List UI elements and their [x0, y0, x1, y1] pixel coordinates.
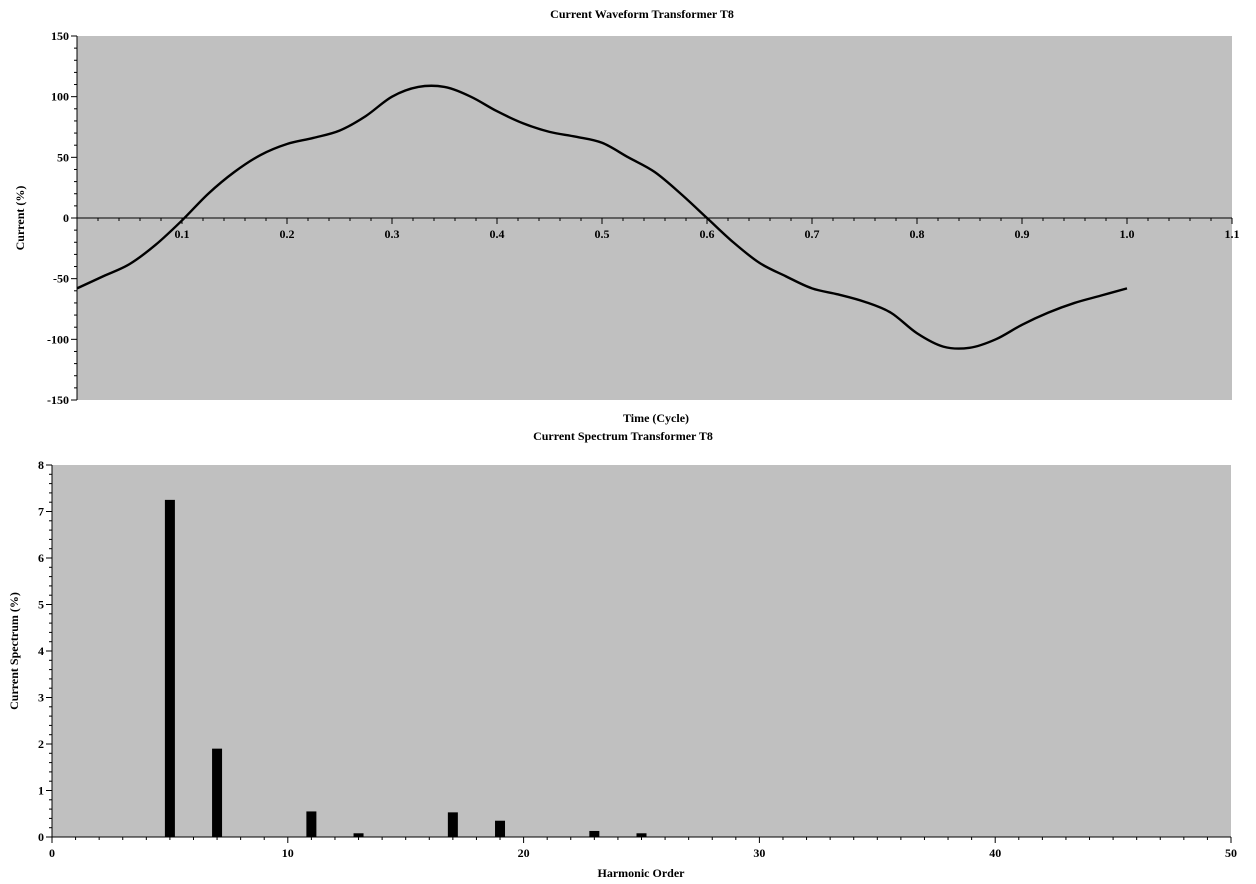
- waveform-y-tick-label: 0: [63, 211, 69, 225]
- spectrum-y-axis: 8 7 6 5 4 3 2 1 0: [38, 458, 53, 844]
- spectrum-bar-h17: [447, 812, 458, 837]
- waveform-x-tick-label: 0.4: [490, 227, 505, 241]
- spectrum-x-tick-label: 50: [1225, 846, 1237, 860]
- waveform-y-tick-label: 50: [57, 150, 69, 164]
- spectrum-plot-area: [52, 465, 1231, 837]
- spectrum-x-tick-label: 10: [282, 846, 294, 860]
- spectrum-bar-h19: [495, 820, 506, 837]
- spectrum-y-tick-label: 7: [38, 505, 44, 519]
- waveform-x-tick-label: 0.3: [385, 227, 400, 241]
- spectrum-y-tick-label: 3: [38, 691, 44, 705]
- waveform-x-axis: 0.1 0.2 0.3 0.4 0.5 0.6 0.7 0.8 0.9 1.0 1.1: [76, 217, 1240, 241]
- waveform-y-tick-label: 150: [51, 29, 69, 43]
- spectrum-bar-h13: [353, 833, 364, 837]
- spectrum-bar-h5: [164, 499, 175, 837]
- spectrum-y-tick-label: 1: [38, 784, 44, 798]
- spectrum-bar-h11: [306, 811, 317, 837]
- spectrum-x-tick-label: 40: [989, 846, 1001, 860]
- waveform-x-tick-label: 0.9: [1015, 227, 1030, 241]
- spectrum-bar-h23: [589, 830, 600, 837]
- waveform-y-tick-label: -50: [53, 272, 69, 286]
- waveform-y-label: Current (%): [13, 186, 27, 251]
- waveform-x-tick-label: 1.1: [1225, 227, 1240, 241]
- waveform-x-tick-label: 0.8: [910, 227, 925, 241]
- waveform-series: [76, 84, 1128, 350]
- spectrum-x-tick-label: 20: [518, 846, 530, 860]
- waveform-x-tick-label: 0.7: [805, 227, 820, 241]
- spectrum-y-tick-label: 6: [38, 551, 44, 565]
- spectrum-x-label: Harmonic Order: [598, 866, 686, 880]
- waveform-title: Current Waveform Transformer T8: [550, 7, 734, 21]
- spectrum-y-tick-label: 0: [38, 830, 44, 844]
- spectrum-bars: [164, 499, 647, 837]
- waveform-x-tick-label: 0.2: [280, 227, 295, 241]
- spectrum-y-label: Current Spectrum (%): [7, 592, 21, 710]
- spectrum-y-tick-label: 4: [38, 644, 44, 658]
- spectrum-y-tick-label: 5: [38, 598, 44, 612]
- spectrum-bar-h25: [636, 833, 647, 837]
- spectrum-x-tick-label: 0: [49, 846, 55, 860]
- waveform-series-line: [76, 84, 1128, 350]
- waveform-y-axis: 150 100 50 0 -50 -100 -150: [47, 29, 78, 407]
- waveform-x-tick-label: 1.0: [1120, 227, 1135, 241]
- spectrum-y-tick-label: 2: [38, 737, 44, 751]
- waveform-x-tick-label: 0.5: [595, 227, 610, 241]
- spectrum-title: Current Spectrum Transformer T8: [533, 429, 713, 443]
- waveform-y-tick-label: 100: [51, 90, 69, 104]
- spectrum-chart: Current Spectrum Transformer T8 8 7 6 5 4 3 2 1…: [7, 429, 1237, 880]
- spectrum-bar-h7: [212, 748, 223, 837]
- waveform-y-tick-label: -100: [47, 332, 69, 346]
- spectrum-y-tick-label: 8: [38, 458, 44, 472]
- waveform-x-label: Time (Cycle): [623, 411, 689, 425]
- spectrum-x-axis: 0 10 20 30 40 50: [49, 836, 1237, 860]
- waveform-y-tick-label: -150: [47, 393, 69, 407]
- waveform-x-tick-label: 0.1: [175, 227, 190, 241]
- waveform-x-tick-label: 0.6: [700, 227, 715, 241]
- spectrum-x-tick-label: 30: [753, 846, 765, 860]
- waveform-chart: Current Waveform Transformer T8 150 100 50…: [13, 7, 1240, 425]
